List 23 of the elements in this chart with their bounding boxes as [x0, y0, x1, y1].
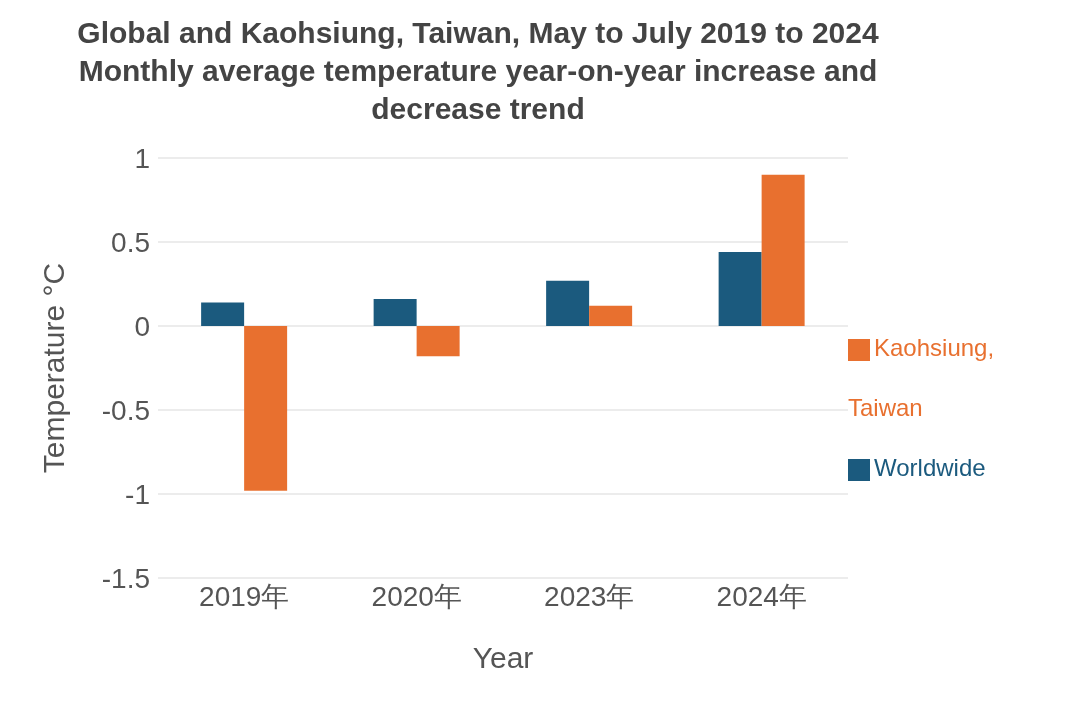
- y-tick-label: -1: [125, 478, 150, 510]
- legend-label: Worldwide: [874, 454, 986, 481]
- text: Kaohsiung, Taiwan: [848, 334, 995, 421]
- bar: [589, 305, 633, 326]
- bar: [546, 280, 590, 326]
- y-tick-label: -1.5: [101, 562, 150, 594]
- y-tick-label: 1: [134, 142, 150, 174]
- bar: [244, 326, 288, 491]
- bar: [201, 302, 245, 326]
- chart-title: Global and Kaohsiung, Taiwan, May to July 2019 to 2024 Monthly average temperature year-on-year increase and decrease trend: [76, 15, 880, 127]
- x-axis-title: Year: [472, 641, 534, 674]
- bar: [373, 299, 417, 326]
- y-axis-title: Temperature °C: [36, 262, 70, 474]
- y-tick-label: 0: [134, 310, 150, 342]
- x-tick-label: 2020年: [371, 580, 462, 612]
- bar: [718, 252, 762, 326]
- y-tick-label: 0.5: [111, 226, 150, 258]
- x-tick-label: 2024年: [716, 580, 807, 612]
- x-tick-label: 2023年: [544, 580, 635, 612]
- bar: [416, 326, 460, 357]
- x-tick-label: 2019年: [199, 580, 290, 612]
- y-tick-label: -0.5: [101, 394, 150, 426]
- bar: [761, 174, 805, 326]
